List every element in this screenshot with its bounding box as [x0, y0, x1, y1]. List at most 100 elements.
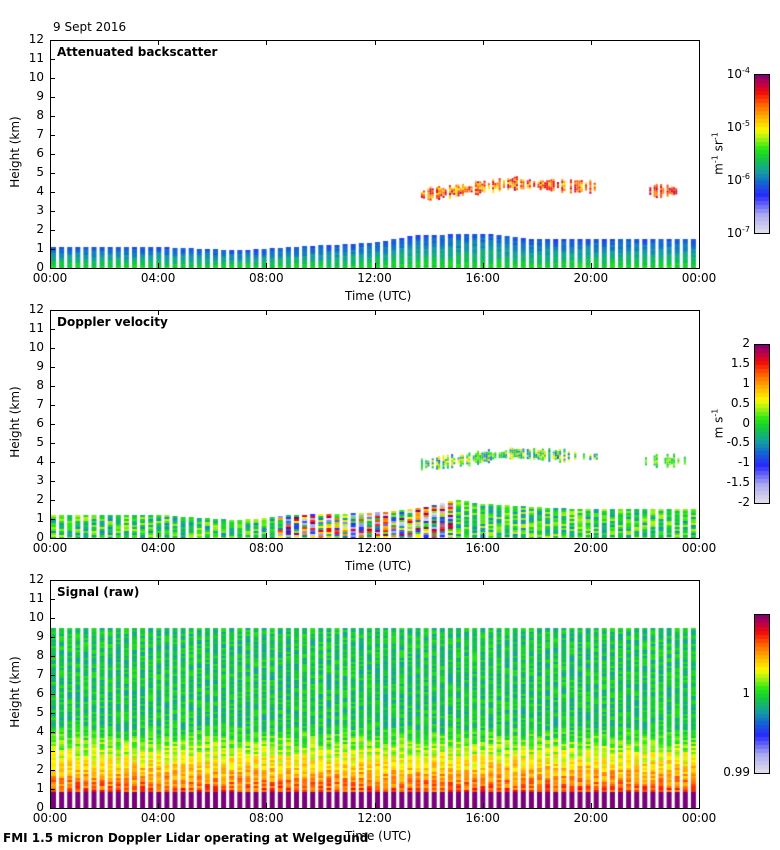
x-tick-mark — [482, 310, 484, 315]
x-tick-label: 00:00 — [681, 541, 717, 555]
x-axis-label: Time (UTC) — [345, 289, 412, 303]
plot-area: Doppler velocity — [50, 310, 700, 539]
x-tick-mark — [50, 533, 51, 538]
y-tick-mark — [50, 230, 55, 231]
x-tick-mark — [590, 580, 592, 585]
y-tick-label: 9 — [36, 359, 44, 373]
y-tick-label: 3 — [36, 473, 44, 487]
y-tick-mark — [50, 59, 55, 60]
y-tick-mark — [50, 462, 55, 463]
x-tick-label: 20:00 — [573, 271, 609, 285]
colorbar-gradient — [755, 345, 769, 503]
y-tick-mark — [50, 675, 55, 676]
y-tick-label: 12 — [28, 572, 44, 586]
y-tick-label: 0 — [36, 800, 44, 814]
y-tick-label: 4 — [36, 454, 44, 468]
y-tick-mark — [50, 580, 55, 581]
x-tick-mark — [374, 40, 376, 45]
y-tick-label: 1 — [36, 781, 44, 795]
y-tick-label: 10 — [28, 610, 44, 624]
x-tick-mark — [482, 263, 484, 268]
x-tick-mark — [590, 40, 592, 45]
y-tick-label: 6 — [36, 146, 44, 160]
y-tick-mark — [50, 348, 55, 349]
x-tick-mark — [374, 310, 376, 315]
x-tick-mark — [158, 580, 160, 585]
colorbar-gradient — [755, 615, 769, 773]
x-tick-mark — [699, 263, 700, 268]
y-tick-mark — [50, 310, 55, 311]
colorbar-tick-label: 10-6 — [726, 172, 750, 187]
y-tick-mark — [50, 173, 55, 174]
y-tick-label: 0 — [36, 260, 44, 274]
y-tick-mark — [50, 424, 55, 425]
x-tick-mark — [158, 533, 160, 538]
footer-caption: FMI 1.5 micron Doppler Lidar operating a… — [3, 831, 369, 845]
x-tick-label: 20:00 — [573, 811, 609, 825]
colorbar-tick-label: 2 — [742, 336, 750, 350]
y-tick-label: 11 — [28, 591, 44, 605]
colorbar-tick-label: 1 — [742, 375, 750, 390]
x-tick-mark — [699, 533, 700, 538]
y-tick-mark — [50, 443, 55, 444]
y-tick-label: 7 — [36, 667, 44, 681]
colorbar-tick-label: 1 — [742, 685, 750, 700]
y-axis-label: Height (km) — [8, 656, 22, 728]
x-tick-label: 00:00 — [32, 811, 68, 825]
x-tick-label: 04:00 — [140, 811, 176, 825]
heatmap-canvas — [51, 41, 699, 268]
y-tick-label: 11 — [28, 321, 44, 335]
x-tick-label: 08:00 — [249, 541, 284, 555]
y-tick-label: 4 — [36, 724, 44, 738]
x-tick-mark — [374, 263, 376, 268]
y-tick-mark — [50, 268, 55, 269]
y-tick-mark — [50, 694, 55, 695]
y-tick-mark — [50, 211, 55, 212]
y-tick-label: 2 — [36, 222, 44, 236]
x-tick-label: 12:00 — [357, 541, 392, 555]
x-tick-mark — [158, 803, 160, 808]
x-tick-mark — [374, 803, 376, 808]
date-label: 9 Sept 2016 — [53, 20, 127, 34]
y-tick-label: 12 — [28, 302, 44, 316]
plot-area: Attenuated backscatter — [50, 40, 700, 269]
colorbar-tick-label: -0.5 — [726, 435, 750, 450]
y-tick-mark — [50, 97, 55, 98]
x-tick-mark — [482, 533, 484, 538]
y-tick-mark — [50, 618, 55, 619]
y-tick-mark — [50, 329, 55, 330]
colorbar-tick-label: 0.99 — [723, 765, 750, 779]
x-tick-mark — [482, 580, 484, 585]
colorbar-tick-label: 0.5 — [730, 395, 750, 410]
x-tick-mark — [374, 580, 376, 585]
x-tick-mark — [590, 533, 592, 538]
x-axis-label: Time (UTC) — [345, 559, 412, 573]
y-tick-label: 9 — [36, 89, 44, 103]
x-tick-mark — [266, 580, 268, 585]
y-tick-mark — [50, 405, 55, 406]
colorbar-tick-label: -1 — [738, 455, 750, 470]
y-tick-label: 2 — [36, 492, 44, 506]
x-tick-mark — [699, 40, 700, 45]
x-tick-label: 20:00 — [573, 541, 609, 555]
x-tick-mark — [699, 310, 700, 315]
y-tick-label: 3 — [36, 743, 44, 757]
x-tick-mark — [158, 310, 160, 315]
colorbar-tick-label: 10-7 — [726, 225, 750, 240]
y-tick-mark — [50, 40, 55, 41]
x-tick-label: 00:00 — [32, 271, 68, 285]
y-tick-mark — [50, 135, 55, 136]
x-tick-mark — [699, 580, 700, 585]
colorbar-unit-label: m s-1 — [710, 408, 726, 439]
y-tick-mark — [50, 116, 55, 117]
y-tick-label: 2 — [36, 762, 44, 776]
heatmap-canvas — [51, 581, 699, 808]
y-tick-label: 5 — [36, 165, 44, 179]
x-tick-label: 00:00 — [681, 811, 717, 825]
x-tick-mark — [590, 263, 592, 268]
y-tick-label: 11 — [28, 51, 44, 65]
y-tick-label: 5 — [36, 705, 44, 719]
x-tick-label: 08:00 — [249, 271, 284, 285]
x-tick-label: 16:00 — [465, 271, 500, 285]
